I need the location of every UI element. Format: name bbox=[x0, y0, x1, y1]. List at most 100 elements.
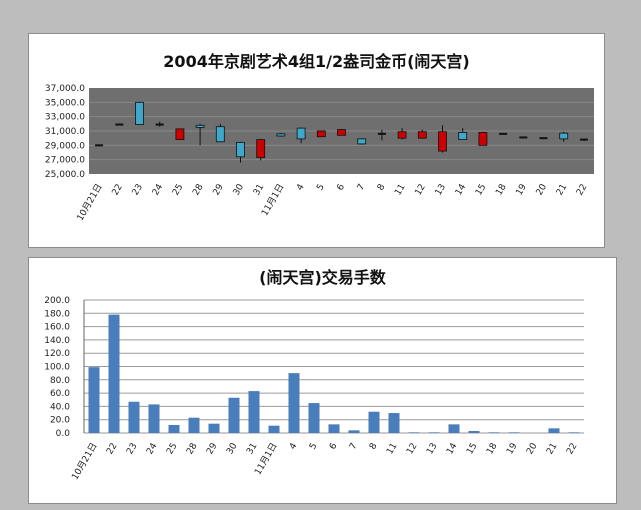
volume-chart-panel: (闹天宫)交易手数 0.0 20.0 40.0 60.0 80.0 100.0 120.0 1… bbox=[28, 257, 617, 504]
x-tick-label: 28 bbox=[191, 182, 206, 197]
x-tick-label: 31 bbox=[245, 442, 259, 457]
y-tick-label: 120.0 bbox=[44, 349, 70, 359]
x-tick-label: 24 bbox=[151, 182, 166, 197]
x-tick-label: 20 bbox=[535, 182, 550, 197]
x-tick-label: 13 bbox=[425, 442, 439, 457]
volume-bar bbox=[408, 432, 420, 433]
x-tick-label: 10月21日 bbox=[75, 182, 105, 223]
x-tick-label: 23 bbox=[131, 183, 145, 198]
y-tick-label: 140.0 bbox=[44, 336, 70, 346]
candle-body bbox=[215, 126, 225, 143]
candle-body bbox=[195, 124, 205, 128]
candle-body bbox=[276, 133, 286, 137]
y-tick-label: 0.0 bbox=[56, 429, 71, 439]
x-tick-label: 31 bbox=[252, 183, 266, 198]
volume-bar bbox=[228, 397, 240, 433]
x-tick-label: 30 bbox=[232, 182, 247, 197]
y-tick-label: 31,000.0 bbox=[45, 127, 85, 137]
candle-body bbox=[499, 132, 508, 135]
x-tick-label: 21 bbox=[545, 442, 559, 457]
x-tick-label: 28 bbox=[185, 441, 200, 456]
y-tick-label: 29,000.0 bbox=[45, 141, 85, 151]
x-tick-label: 22 bbox=[575, 183, 589, 198]
volume-bar bbox=[288, 373, 300, 433]
volume-chart-title: (闹天宫)交易手数 bbox=[259, 268, 386, 287]
candle-body bbox=[296, 127, 306, 140]
x-tick-label: 8 bbox=[368, 441, 380, 451]
y-tick-label: 180.0 bbox=[44, 309, 70, 319]
x-tick-label: 22 bbox=[105, 442, 119, 457]
volume-bar bbox=[128, 401, 140, 433]
x-tick-label: 7 bbox=[356, 183, 368, 193]
candle-body bbox=[478, 132, 488, 146]
y-tick-label: 20.0 bbox=[50, 416, 70, 426]
candle-body bbox=[316, 130, 326, 138]
y-tick-label: 60.0 bbox=[50, 389, 70, 399]
volume-bar bbox=[548, 428, 560, 433]
volume-bar bbox=[168, 425, 180, 433]
volume-bar bbox=[448, 424, 460, 433]
volume-bar bbox=[488, 432, 500, 433]
x-tick-label: 6 bbox=[336, 182, 348, 192]
x-tick-label: 18 bbox=[494, 182, 509, 197]
volume-bar bbox=[88, 367, 100, 433]
x-tick-label: 15 bbox=[465, 442, 479, 457]
candle-body bbox=[256, 139, 266, 158]
candle-body bbox=[539, 137, 548, 140]
x-tick-label: 12 bbox=[405, 442, 419, 457]
x-tick-label: 25 bbox=[171, 183, 185, 198]
x-tick-label: 11 bbox=[393, 183, 407, 198]
candle-body bbox=[438, 131, 447, 152]
x-tick-label: 23 bbox=[125, 442, 139, 457]
y-tick-label: 80.0 bbox=[50, 376, 70, 386]
x-tick-label: 4 bbox=[295, 182, 307, 192]
candle-body bbox=[519, 136, 528, 139]
x-tick-label: 18 bbox=[485, 441, 500, 456]
x-tick-label: 11 bbox=[385, 442, 399, 457]
y-tick-label: 160.0 bbox=[44, 323, 70, 333]
candlestick-chart-title: 2004年京剧艺术4组1/2盎司金币(闹天宫) bbox=[163, 52, 470, 71]
x-tick-label: 12 bbox=[414, 183, 428, 198]
candle-body bbox=[417, 131, 427, 139]
y-tick-label: 25,000.0 bbox=[45, 170, 85, 180]
x-tick-label: 7 bbox=[348, 442, 360, 452]
volume-bar bbox=[388, 413, 400, 433]
y-tick-label: 100.0 bbox=[44, 363, 70, 373]
candle-body bbox=[155, 123, 164, 126]
x-tick-label: 19 bbox=[505, 441, 520, 456]
volume-bar bbox=[428, 432, 440, 433]
candle-body bbox=[95, 144, 104, 147]
volume-bar bbox=[248, 391, 260, 433]
x-tick-label: 8 bbox=[376, 182, 388, 192]
x-tick-label: 5 bbox=[308, 442, 320, 452]
x-tick-label: 10月21日 bbox=[70, 441, 100, 482]
candle-body bbox=[115, 123, 124, 126]
y-tick-label: 33,000.0 bbox=[45, 113, 85, 123]
candle-body bbox=[175, 128, 185, 140]
x-tick-label: 25 bbox=[165, 442, 179, 457]
volume-bar bbox=[308, 403, 320, 433]
x-tick-label: 4 bbox=[288, 441, 300, 451]
x-tick-label: 21 bbox=[555, 183, 569, 198]
volume-bar bbox=[148, 404, 160, 433]
candle-body bbox=[135, 101, 144, 125]
volume-bar bbox=[188, 417, 200, 433]
y-tick-label: 37,000.0 bbox=[45, 84, 85, 94]
volume-bar bbox=[568, 432, 580, 433]
x-tick-label: 14 bbox=[445, 441, 460, 456]
x-tick-label: 22 bbox=[111, 183, 125, 198]
candle-body bbox=[559, 132, 569, 140]
y-tick-label: 40.0 bbox=[50, 402, 70, 412]
x-tick-label: 29 bbox=[205, 441, 220, 456]
volume-bar bbox=[108, 314, 120, 433]
volume-bar bbox=[268, 425, 280, 433]
y-tick-label: 27,000.0 bbox=[45, 156, 85, 166]
x-tick-label: 15 bbox=[474, 183, 488, 198]
volume-bar bbox=[348, 430, 360, 433]
x-tick-label: 6 bbox=[328, 441, 340, 451]
x-tick-label: 13 bbox=[434, 183, 448, 198]
y-tick-label: 200.0 bbox=[44, 296, 70, 306]
candlestick-chart: 25,000.0 27,000.0 29,000.0 31,000.0 33,000.0… bbox=[45, 84, 594, 223]
candle-body bbox=[337, 129, 346, 136]
candle-body bbox=[579, 138, 588, 141]
